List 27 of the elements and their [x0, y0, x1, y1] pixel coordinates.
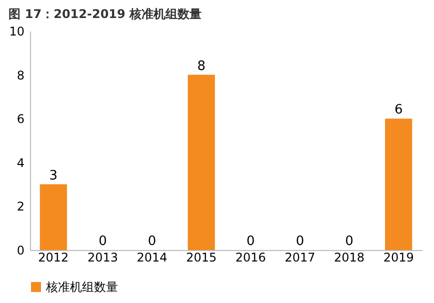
x-tick-label: 2018	[334, 250, 365, 264]
x-tick-label: 2017	[284, 250, 316, 264]
data-label: 6	[394, 102, 403, 118]
y-tick-label: 8	[16, 68, 24, 82]
legend-label: 核准机组数量	[45, 280, 118, 294]
x-tick-label: 2012	[38, 250, 69, 264]
data-label: 0	[345, 234, 354, 249]
x-tick-label: 2014	[136, 250, 168, 264]
x-tick-label: 2013	[87, 250, 118, 264]
bar	[40, 184, 67, 250]
y-tick-label: 10	[9, 24, 24, 38]
y-tick-label: 4	[16, 156, 24, 170]
x-tick-label: 2019	[383, 250, 414, 264]
data-label: 0	[246, 234, 255, 249]
x-tick-label: 2015	[186, 250, 217, 264]
y-tick-label: 2	[16, 200, 24, 214]
data-label: 3	[49, 168, 58, 184]
data-label: 0	[98, 234, 107, 249]
bar	[385, 118, 412, 250]
y-tick-label: 0	[16, 244, 24, 258]
data-label: 0	[148, 234, 156, 249]
bar	[188, 74, 215, 250]
data-label: 8	[197, 58, 206, 74]
y-tick-label: 6	[16, 112, 24, 126]
data-label: 0	[296, 234, 304, 249]
chart-title: 图 17：2012-2019 核准机组数量	[8, 7, 202, 21]
x-tick-label: 2016	[235, 250, 266, 264]
